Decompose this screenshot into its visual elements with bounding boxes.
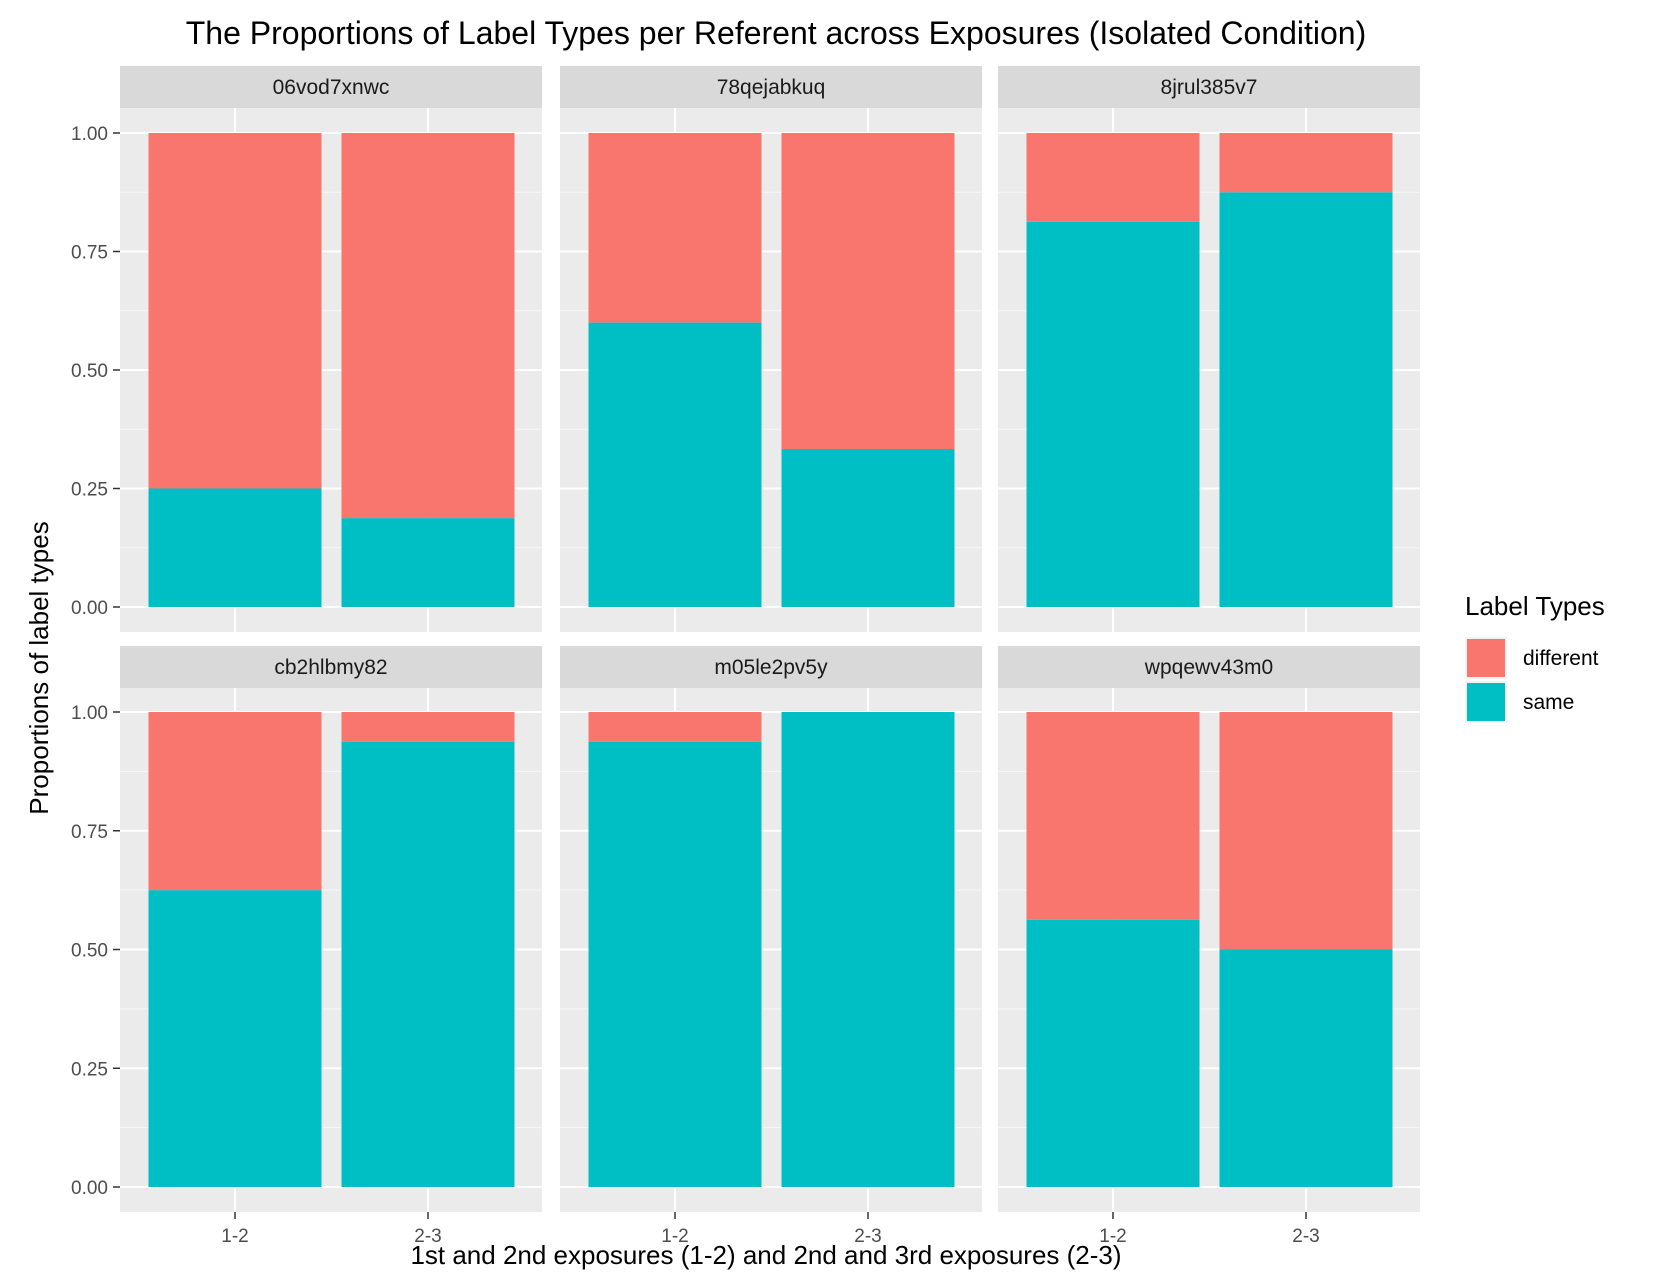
facet-strip bbox=[120, 66, 542, 108]
facet-strip bbox=[560, 66, 982, 108]
x-tick-label: 2-3 bbox=[1292, 1226, 1319, 1247]
facet-panel: m05le2pv5y 1-2 2-3 bbox=[560, 646, 982, 1247]
x-tick-label: 2-3 bbox=[414, 1226, 441, 1247]
facet-panel: 8jrul385v7 bbox=[998, 66, 1420, 632]
bar-same bbox=[1026, 919, 1200, 1187]
facet-panels: 06vod7xnwc 0.00 0.25 0.50 0.75 1.00 78qejabkuq… bbox=[71, 66, 1420, 1247]
facet-strip bbox=[998, 646, 1420, 688]
legend-label-same: same bbox=[1523, 691, 1574, 714]
facet-strip bbox=[998, 66, 1420, 108]
x-tick-label: 1-2 bbox=[1099, 1226, 1126, 1247]
y-tick-label: 0.25 bbox=[71, 480, 108, 501]
y-axis-title: Proportions of label types bbox=[24, 521, 54, 814]
bar-different bbox=[1219, 712, 1393, 950]
facet-panel: wpqewv43m0 1-2 2-3 bbox=[998, 646, 1420, 1247]
facet-strip-label: cb2hlbmy82 bbox=[274, 656, 387, 679]
x-tick-label: 1-2 bbox=[221, 1226, 248, 1247]
bar-different bbox=[1219, 133, 1393, 193]
facet-panel: cb2hlbmy82 0.00 0.25 0.50 0.75 1.00 1-2 2-3 bbox=[71, 646, 542, 1247]
bar-same bbox=[1219, 949, 1393, 1187]
bar-different bbox=[1026, 712, 1200, 920]
legend: Label Types different same bbox=[1465, 591, 1605, 723]
legend-label-different: different bbox=[1523, 647, 1599, 670]
y-tick-label: 0.00 bbox=[71, 598, 108, 619]
y-tick-label: 0.50 bbox=[71, 941, 108, 962]
facet-strip bbox=[120, 646, 542, 688]
bar-different bbox=[1026, 133, 1200, 222]
x-tick-label: 1-2 bbox=[661, 1226, 688, 1247]
bar-different bbox=[588, 712, 762, 742]
y-tick-label: 1.00 bbox=[71, 124, 108, 145]
legend-swatch-different bbox=[1467, 639, 1505, 677]
bar-different bbox=[781, 133, 955, 450]
bar-same bbox=[341, 518, 515, 607]
bar-same bbox=[148, 890, 322, 1187]
y-tick-label: 0.25 bbox=[71, 1059, 108, 1080]
facet-panel: 06vod7xnwc 0.00 0.25 0.50 0.75 1.00 bbox=[71, 66, 542, 632]
y-tick-label: 0.75 bbox=[71, 822, 108, 843]
bar-same bbox=[781, 449, 955, 607]
bar-same bbox=[588, 322, 762, 607]
facet-panel: 78qejabkuq bbox=[560, 66, 982, 632]
bar-same bbox=[148, 488, 322, 607]
bar-same bbox=[1219, 192, 1393, 607]
legend-title: Label Types bbox=[1465, 591, 1605, 621]
y-tick-label: 0.00 bbox=[71, 1178, 108, 1199]
bar-different bbox=[588, 133, 762, 323]
x-axis-title: 1st and 2nd exposures (1-2) and 2nd and … bbox=[410, 1240, 1121, 1270]
bar-different bbox=[148, 712, 322, 891]
bar-different bbox=[148, 133, 322, 489]
facet-strip-label: m05le2pv5y bbox=[714, 656, 828, 679]
y-tick-label: 0.75 bbox=[71, 243, 108, 264]
facet-strip-label: wpqewv43m0 bbox=[1144, 656, 1273, 679]
bar-different bbox=[341, 712, 515, 742]
bar-different bbox=[341, 133, 515, 519]
bar-same bbox=[588, 741, 762, 1187]
facet-strip-label: 06vod7xnwc bbox=[273, 76, 390, 99]
y-tick-label: 0.50 bbox=[71, 361, 108, 382]
chart-title: The Proportions of Label Types per Refer… bbox=[186, 15, 1366, 51]
bar-same bbox=[781, 712, 955, 1187]
facet-strip-label: 8jrul385v7 bbox=[1161, 76, 1258, 99]
facet-strip bbox=[560, 646, 982, 688]
facet-strip-label: 78qejabkuq bbox=[717, 76, 826, 99]
bar-same bbox=[341, 741, 515, 1187]
legend-swatch-same bbox=[1467, 683, 1505, 721]
x-tick-label: 2-3 bbox=[854, 1226, 881, 1247]
y-tick-label: 1.00 bbox=[71, 703, 108, 724]
bar-same bbox=[1026, 221, 1200, 607]
